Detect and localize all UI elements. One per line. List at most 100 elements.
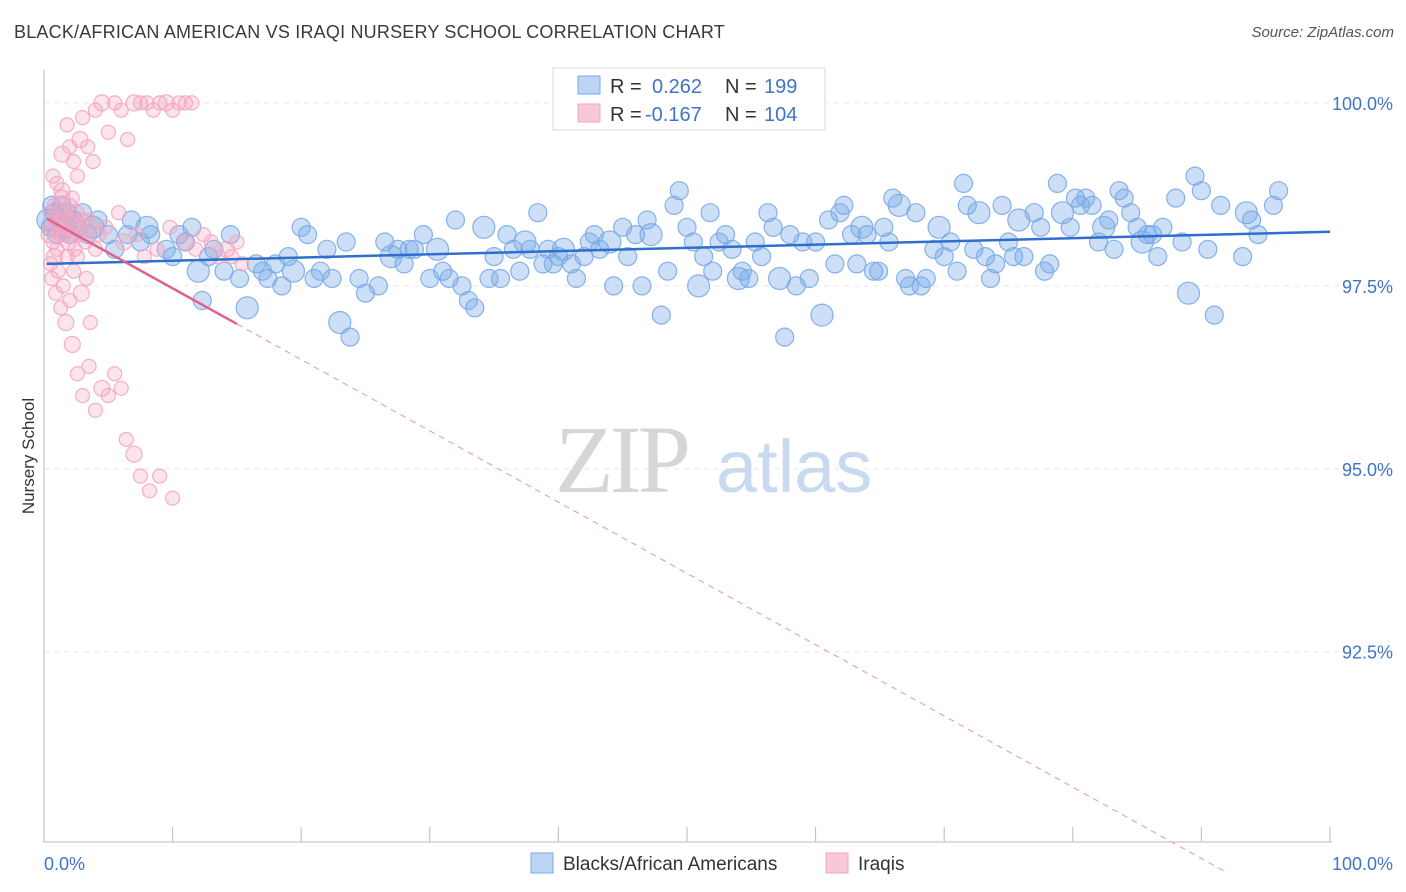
iraqis-point-56: [100, 124, 116, 140]
blacks-point-156: [980, 268, 1001, 289]
iraqis-point-77: [107, 366, 123, 382]
iraqis-point-98: [203, 234, 219, 250]
blacks-point-98: [639, 223, 663, 247]
blacks-point-66: [445, 210, 466, 230]
iraqis-point-78: [113, 380, 129, 396]
iraqis-point-38: [65, 263, 82, 279]
blacks-point-47: [317, 239, 337, 259]
iraqis-point-91: [129, 227, 145, 243]
blacks-point-97: [637, 210, 657, 230]
blacks-point-152: [957, 195, 977, 215]
iraqis-point-83: [152, 468, 168, 484]
iraqis-point-73: [81, 358, 97, 374]
blacks-point-113: [732, 261, 752, 281]
blacks-point-155: [975, 247, 996, 267]
legend-r-label-iraqis: R =: [610, 104, 642, 126]
blacks-point-186: [1153, 217, 1173, 237]
y-axis-title: Nursery School: [19, 398, 38, 514]
iraqis-point-55: [93, 94, 111, 112]
iraqis-point-34: [55, 278, 71, 294]
blacks-point-44: [298, 225, 318, 245]
blacks-point-108: [703, 261, 723, 281]
blacks-point-151: [953, 173, 974, 193]
blacks-trend-line: [46, 230, 1331, 266]
bottom-legend-label-iraqis: Iraqis: [858, 854, 904, 875]
iraqis-point-102: [229, 234, 245, 250]
iraqis-point-72: [74, 388, 91, 404]
axes: [43, 70, 1332, 843]
blacks-point-68: [458, 290, 478, 311]
blacks-point-200: [1268, 181, 1289, 201]
y-tick-label-2: 95.0%: [1342, 460, 1393, 480]
bottom-legend-swatch-blacks: [530, 852, 554, 874]
blacks-point-130: [834, 195, 854, 215]
blacks-point-35: [235, 296, 259, 320]
iraqis-point-93: [149, 241, 165, 257]
iraqis-point-74: [87, 402, 104, 418]
bottom-legend-swatch-iraqis: [825, 852, 849, 874]
blacks-point-132: [847, 254, 867, 274]
blacks-point-135: [863, 261, 884, 281]
blacks-point-117: [758, 203, 778, 223]
iraqis-point-92: [136, 249, 152, 265]
blacks-point-114: [739, 268, 759, 289]
blacks-point-92: [604, 276, 624, 296]
watermark-atlas: atlas: [716, 425, 872, 508]
blacks-point-192: [1198, 239, 1218, 259]
blacks-point-78: [520, 239, 540, 259]
y-tick-labels: 100.0% 97.5% 95.0% 92.5%: [1332, 94, 1393, 663]
iraqis-point-39: [69, 249, 86, 265]
blacks-point-143: [906, 203, 926, 223]
blacks-point-184: [1142, 225, 1163, 245]
trend-lines: [45, 217, 1331, 874]
blacks-point-126: [810, 303, 834, 327]
y-tick-label-1: 97.5%: [1342, 277, 1393, 297]
blacks-point-81: [538, 239, 558, 259]
series-legend: Blacks/African Americans Iraqis: [530, 852, 904, 875]
blacks-point-31: [204, 239, 224, 259]
blacks-point-86: [566, 268, 587, 289]
blacks-point-142: [899, 276, 920, 296]
legend-n-value-blacks: 199: [764, 76, 797, 98]
iraqis-point-82: [141, 483, 158, 499]
blacks-point-157: [985, 254, 1006, 274]
blacks-point-46: [310, 261, 331, 281]
iraqis-point-54: [87, 102, 104, 118]
iraqis-point-96: [188, 241, 204, 257]
iraqis-point-53: [85, 153, 101, 170]
blacks-point-40: [272, 276, 292, 296]
iraqis-point-70: [63, 335, 81, 353]
iraqis-point-48: [65, 153, 82, 170]
iraqis-point-52: [80, 139, 96, 155]
blacks-point-188: [1172, 232, 1192, 252]
blacks-point-76: [510, 261, 530, 281]
blacks-point-125: [805, 232, 826, 252]
iraqis-point-59: [119, 131, 136, 148]
iraqis-point-40: [72, 284, 90, 302]
blacks-point-189: [1176, 281, 1201, 305]
blacks-point-191: [1191, 181, 1212, 201]
iraqis-point-37: [62, 292, 78, 309]
x-tick-label-min: 0.0%: [44, 854, 85, 874]
series-iraqis-points: [40, 94, 250, 506]
blacks-point-71: [479, 268, 499, 289]
blacks-point-69: [465, 298, 485, 318]
blacks-point-63: [425, 237, 450, 261]
blacks-point-187: [1166, 188, 1186, 208]
blacks-point-96: [632, 276, 652, 296]
iraqis-point-94: [162, 219, 178, 235]
iraqis-point-43: [45, 168, 61, 184]
blacks-point-34: [229, 268, 250, 289]
blacks-point-160: [1003, 247, 1024, 267]
blacks-point-100: [658, 261, 678, 281]
blacks-point-49: [328, 310, 352, 335]
iraqis-point-86: [64, 190, 80, 206]
blacks-point-199: [1263, 195, 1284, 215]
blacks-point-72: [484, 247, 504, 267]
blacks-point-50: [336, 232, 356, 252]
iraqis-point-42: [82, 314, 98, 331]
blacks-point-136: [868, 261, 889, 281]
blacks-point-158: [992, 195, 1012, 215]
blacks-point-70: [472, 215, 496, 239]
